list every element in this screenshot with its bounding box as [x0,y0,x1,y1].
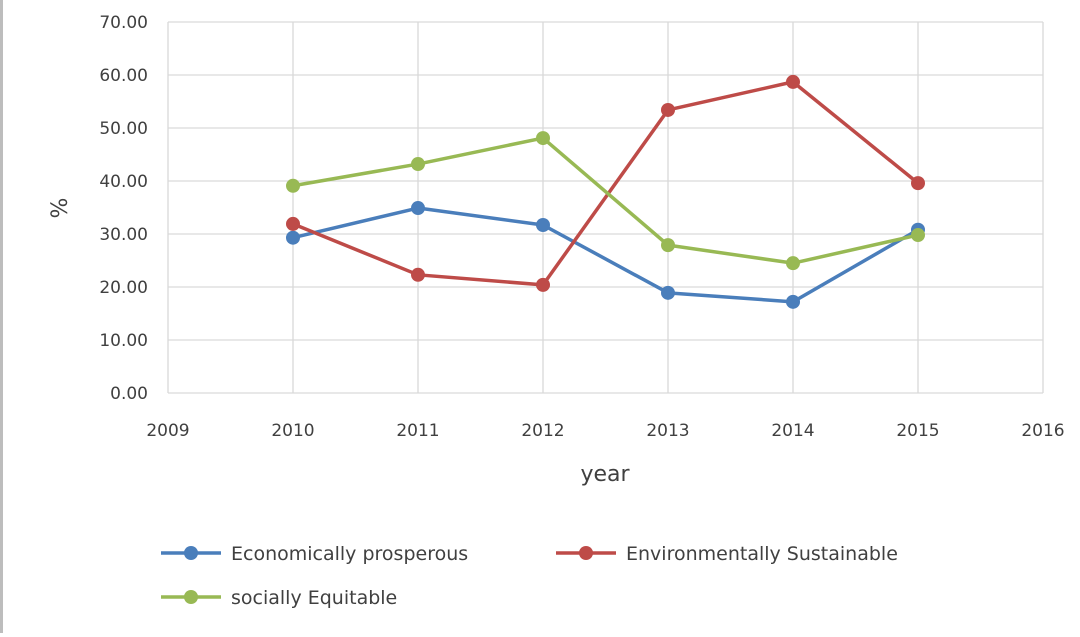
data-point [411,201,425,216]
data-point [661,102,675,117]
y-tick-label: 60.00 [99,66,148,86]
series-line-1 [292,80,920,287]
data-point [786,256,800,271]
line-chart: 0.0010.0020.0030.0040.0050.0060.0070.00 … [48,13,1065,609]
legend-swatch-marker [184,546,198,560]
legend-swatch-marker [579,546,593,560]
y-tick-label: 0.00 [110,384,148,404]
y-axis-label: % [48,198,73,219]
x-tick-label: 2013 [646,421,689,441]
legend-label: Economically prosperous [231,543,468,565]
y-tick-label: 40.00 [99,172,148,192]
y-tick-labels: 0.00 10.00 20.00 30.00 40.00 50.00 60.00 70.00 [99,13,148,404]
data-point [661,238,675,253]
data-point [286,230,300,245]
y-tick-label: 70.00 [99,13,148,33]
x-tick-label: 2016 [1021,421,1064,441]
x-tick-label: 2015 [896,421,939,441]
y-tick-label: 30.00 [99,225,148,245]
data-point [411,267,425,282]
data-point [786,294,800,309]
data-point [286,216,300,231]
data-point [411,157,425,172]
legend: Economically prosperous Environmentally S… [161,543,898,609]
data-point [286,178,300,193]
y-tick-label: 10.00 [99,331,148,351]
data-point [786,74,800,89]
y-tick-label: 50.00 [99,119,148,139]
data-point [536,217,550,232]
x-axis-label: year [580,462,630,487]
series-lines [286,74,925,309]
legend-label: socially Equitable [231,587,397,609]
legend-swatch-marker [184,590,198,604]
series-line-2 [292,136,919,265]
data-point [536,131,550,146]
x-tick-label: 2009 [146,421,189,441]
series-line-0 [292,206,919,304]
x-tick-label: 2012 [521,421,564,441]
legend-label: Environmentally Sustainable [626,543,898,565]
x-tick-labels: 2009 2010 2011 2012 2013 2014 2015 2016 [146,421,1064,441]
data-point [911,228,925,243]
gridlines [167,21,1044,394]
data-point [661,285,675,300]
x-tick-label: 2011 [396,421,439,441]
y-tick-label: 20.00 [99,278,148,298]
data-point [911,176,925,191]
x-tick-label: 2010 [271,421,314,441]
data-point [536,277,550,292]
x-tick-label: 2014 [771,421,814,441]
